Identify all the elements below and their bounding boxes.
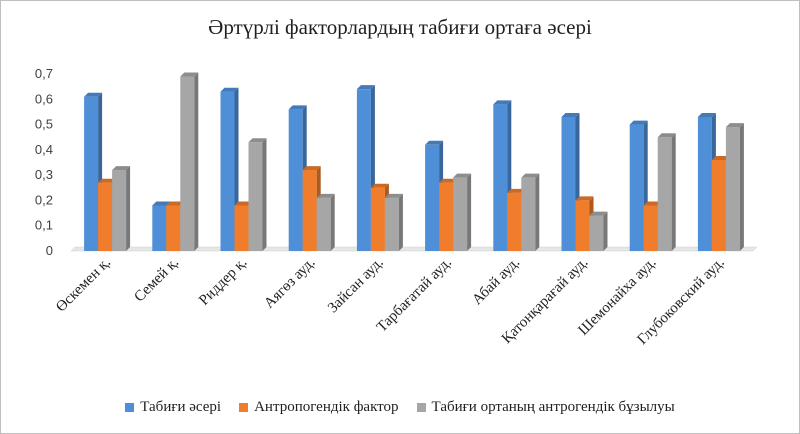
y-tick-label: 0,1 bbox=[35, 218, 53, 233]
bar-top bbox=[220, 87, 239, 92]
bar-side bbox=[535, 173, 540, 251]
bar-side bbox=[330, 193, 335, 251]
y-tick-label: 0,2 bbox=[35, 192, 53, 207]
bar-top bbox=[356, 85, 375, 90]
bar-side bbox=[739, 123, 744, 251]
bar bbox=[98, 182, 113, 251]
bar-top bbox=[493, 100, 512, 105]
bar bbox=[561, 116, 576, 251]
bar-top bbox=[288, 105, 307, 110]
y-tick-label: 0,6 bbox=[35, 91, 53, 106]
bar-side bbox=[671, 133, 676, 251]
bar-top bbox=[575, 196, 594, 201]
legend-item-natural: Табиғи әсері bbox=[125, 399, 221, 416]
bar bbox=[84, 96, 99, 251]
bar-side bbox=[603, 211, 608, 251]
x-tick-label: Өскемен қ. bbox=[53, 255, 114, 316]
bar-top bbox=[425, 140, 444, 145]
bar bbox=[302, 170, 317, 251]
bar-top bbox=[629, 120, 648, 125]
chart-title: Әртүрлі факторлардың табиғи ортаға әсері bbox=[208, 15, 592, 39]
bar-side bbox=[398, 193, 403, 251]
bar bbox=[575, 200, 590, 251]
legend-label-disturbance: Табиғи ортаның антрогендік бұзылуы bbox=[431, 399, 675, 415]
x-tick-label: Зайсан ауд. bbox=[325, 255, 387, 317]
bar-top bbox=[521, 173, 540, 178]
bar-top bbox=[439, 178, 458, 183]
bar bbox=[234, 205, 249, 251]
chart-plot: 0 0,1 0,2 0,3 0,4 0,5 0,6 0,7 Өскемен қ. Семей қ.… bbox=[35, 66, 758, 348]
bar bbox=[629, 124, 644, 251]
bar bbox=[316, 197, 331, 251]
bar bbox=[152, 205, 167, 251]
x-tick-label: Семей қ. bbox=[131, 255, 182, 306]
bar-top bbox=[84, 92, 103, 97]
bar-top bbox=[453, 173, 472, 178]
bar-top bbox=[643, 201, 662, 206]
bar-top bbox=[507, 188, 526, 193]
bar bbox=[643, 205, 658, 251]
bar bbox=[711, 159, 726, 251]
legend-label-anthropogenic: Антропогендік фактор bbox=[254, 399, 399, 415]
bar-side bbox=[262, 138, 267, 251]
bar-top bbox=[234, 201, 253, 206]
bar-top bbox=[112, 166, 131, 171]
bar-top bbox=[711, 155, 730, 160]
bar-top bbox=[561, 112, 580, 117]
bar bbox=[356, 89, 371, 252]
x-tick-label: Абай ауд. bbox=[469, 255, 523, 309]
legend-swatch-natural bbox=[125, 403, 135, 412]
bar-top bbox=[98, 178, 117, 183]
bar-side bbox=[467, 173, 472, 251]
legend-item-anthropogenic: Антропогендік фактор bbox=[239, 399, 399, 416]
bar-side bbox=[194, 72, 199, 252]
bar bbox=[439, 182, 454, 251]
x-tick-label: Тарбағатай ауд. bbox=[374, 255, 455, 336]
bar bbox=[725, 127, 740, 251]
bar-top bbox=[370, 183, 389, 188]
bar-side bbox=[126, 166, 131, 251]
bar bbox=[425, 144, 440, 251]
bar bbox=[370, 187, 385, 251]
bar-top bbox=[697, 112, 716, 117]
bar-top bbox=[152, 201, 171, 206]
bar bbox=[112, 170, 127, 251]
bar bbox=[384, 197, 399, 251]
bar-top bbox=[725, 123, 744, 128]
bar-top bbox=[180, 72, 199, 77]
bar bbox=[589, 215, 604, 251]
bar-top bbox=[589, 211, 608, 216]
bar-top bbox=[657, 133, 676, 138]
bar bbox=[521, 177, 536, 251]
bar bbox=[493, 104, 508, 251]
bar bbox=[248, 142, 263, 251]
bar-top bbox=[316, 193, 335, 198]
x-tick-label: Риддер қ. bbox=[196, 255, 250, 309]
bar bbox=[453, 177, 468, 251]
bar bbox=[657, 137, 672, 251]
legend-swatch-disturbance bbox=[416, 403, 426, 412]
bar-top bbox=[248, 138, 267, 143]
bar-top bbox=[384, 193, 403, 198]
y-tick-label: 0,3 bbox=[35, 167, 53, 182]
bar bbox=[288, 109, 303, 252]
y-tick-label: 0,5 bbox=[35, 117, 53, 132]
y-tick-label: 0 bbox=[46, 243, 53, 258]
y-tick-label: 0,7 bbox=[35, 66, 53, 81]
bar bbox=[166, 205, 181, 251]
bar bbox=[180, 76, 195, 252]
bar bbox=[507, 192, 522, 251]
legend-label-natural: Табиғи әсері bbox=[140, 399, 222, 415]
bar-top bbox=[302, 166, 321, 171]
bar-top bbox=[166, 201, 185, 206]
x-tick-label: Аягөз ауд. bbox=[261, 255, 318, 312]
legend-item-disturbance: Табиғи ортаның антрогендік бұзылуы bbox=[416, 399, 675, 416]
bar bbox=[220, 91, 235, 251]
y-tick-label: 0,4 bbox=[35, 142, 53, 157]
bar bbox=[697, 116, 712, 251]
chart-legend: Табиғи әсері Антропогендік фактор Табиғи… bbox=[1, 399, 799, 416]
legend-swatch-anthropogenic bbox=[239, 403, 249, 412]
